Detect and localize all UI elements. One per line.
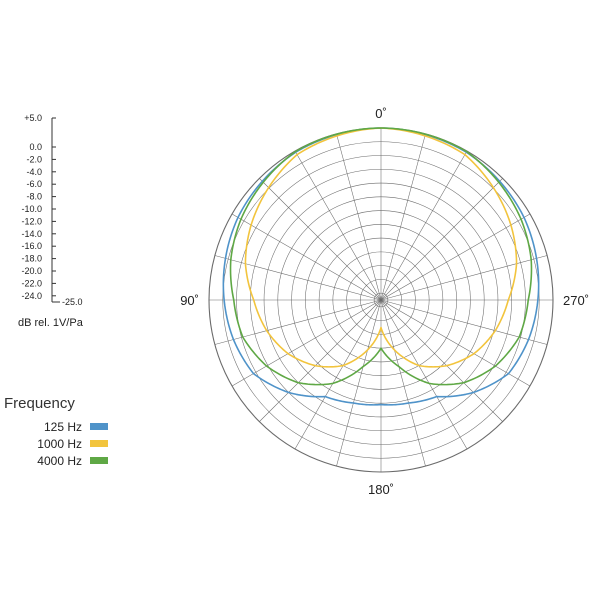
scale-tick-label: -25.0 [62,297,83,307]
legend-item-label: 1000 Hz [37,436,82,451]
scale-tick-label: -4.0 [26,167,42,177]
angle-label: 0˚ [375,106,387,121]
scale-title: dB rel. 1V/Pa [18,317,83,329]
grid-spoke [380,213,531,301]
series-line [229,127,533,386]
legend-item: 125 Hz [4,418,108,435]
series-line [244,127,518,368]
scale-tick-label: -6.0 [26,179,42,189]
scale-tick-label: -8.0 [26,192,42,202]
legend: Frequency 125 Hz 1000 Hz 4000 Hz [4,395,154,469]
legend-title: Frequency [4,395,75,412]
db-scale: +5.0 0.0 -2.0 -4.0 -6.0 -8.0 -10.0 -12.0 -14.0 -1… [21,113,83,307]
grid-spoke [214,255,382,301]
grid-spoke [336,133,382,301]
angle-label: 270˚ [563,293,589,308]
grid-spoke [380,133,426,301]
scale-tick-label: 0.0 [29,142,42,152]
legend-item: 1000 Hz [4,435,108,452]
grid-spoke [336,299,382,467]
grid-spoke [380,299,426,467]
grid-spoke [294,299,382,450]
polar-plot: 0˚ 90˚ 180˚ 270˚ [180,106,589,497]
grid-spoke [380,150,468,301]
grid-spoke [294,150,382,301]
grid-spoke [214,299,382,345]
scale-tick-label: -12.0 [21,216,42,226]
grid-spoke [380,178,503,301]
scale-tick-label: -10.0 [21,204,42,214]
scale-tick-label: -24.0 [21,291,42,301]
grid-spoke [380,299,503,422]
scale-tick-label: -20.0 [21,266,42,276]
grid-spoke [231,299,382,387]
grid-spoke [259,178,382,301]
scale-tick-label: +5.0 [24,113,42,123]
grid-spoke [380,299,468,450]
scale-tick-label: -2.0 [26,154,42,164]
angle-label: 180˚ [368,482,394,497]
legend-item-label: 125 Hz [43,419,82,434]
legend-items: 125 Hz 1000 Hz 4000 Hz [4,418,154,469]
legend-item: 4000 Hz [4,452,108,469]
polar-grid [208,127,554,473]
scale-tick-label: -14.0 [21,229,42,239]
grid-spoke [259,299,382,422]
scale-tick-label: -18.0 [21,254,42,264]
angle-label: 90˚ [180,293,199,308]
legend-swatch [90,423,108,430]
scale-tick-label: -22.0 [21,278,42,288]
series-line [222,127,540,406]
legend-swatch [90,457,108,464]
legend-swatch [90,440,108,447]
scale-tick-label: -16.0 [21,241,42,251]
grid-spoke [231,213,382,301]
legend-item-label: 4000 Hz [37,453,82,468]
grid-spoke [380,299,531,387]
grid-spoke [380,255,548,301]
grid-spoke [380,299,548,345]
